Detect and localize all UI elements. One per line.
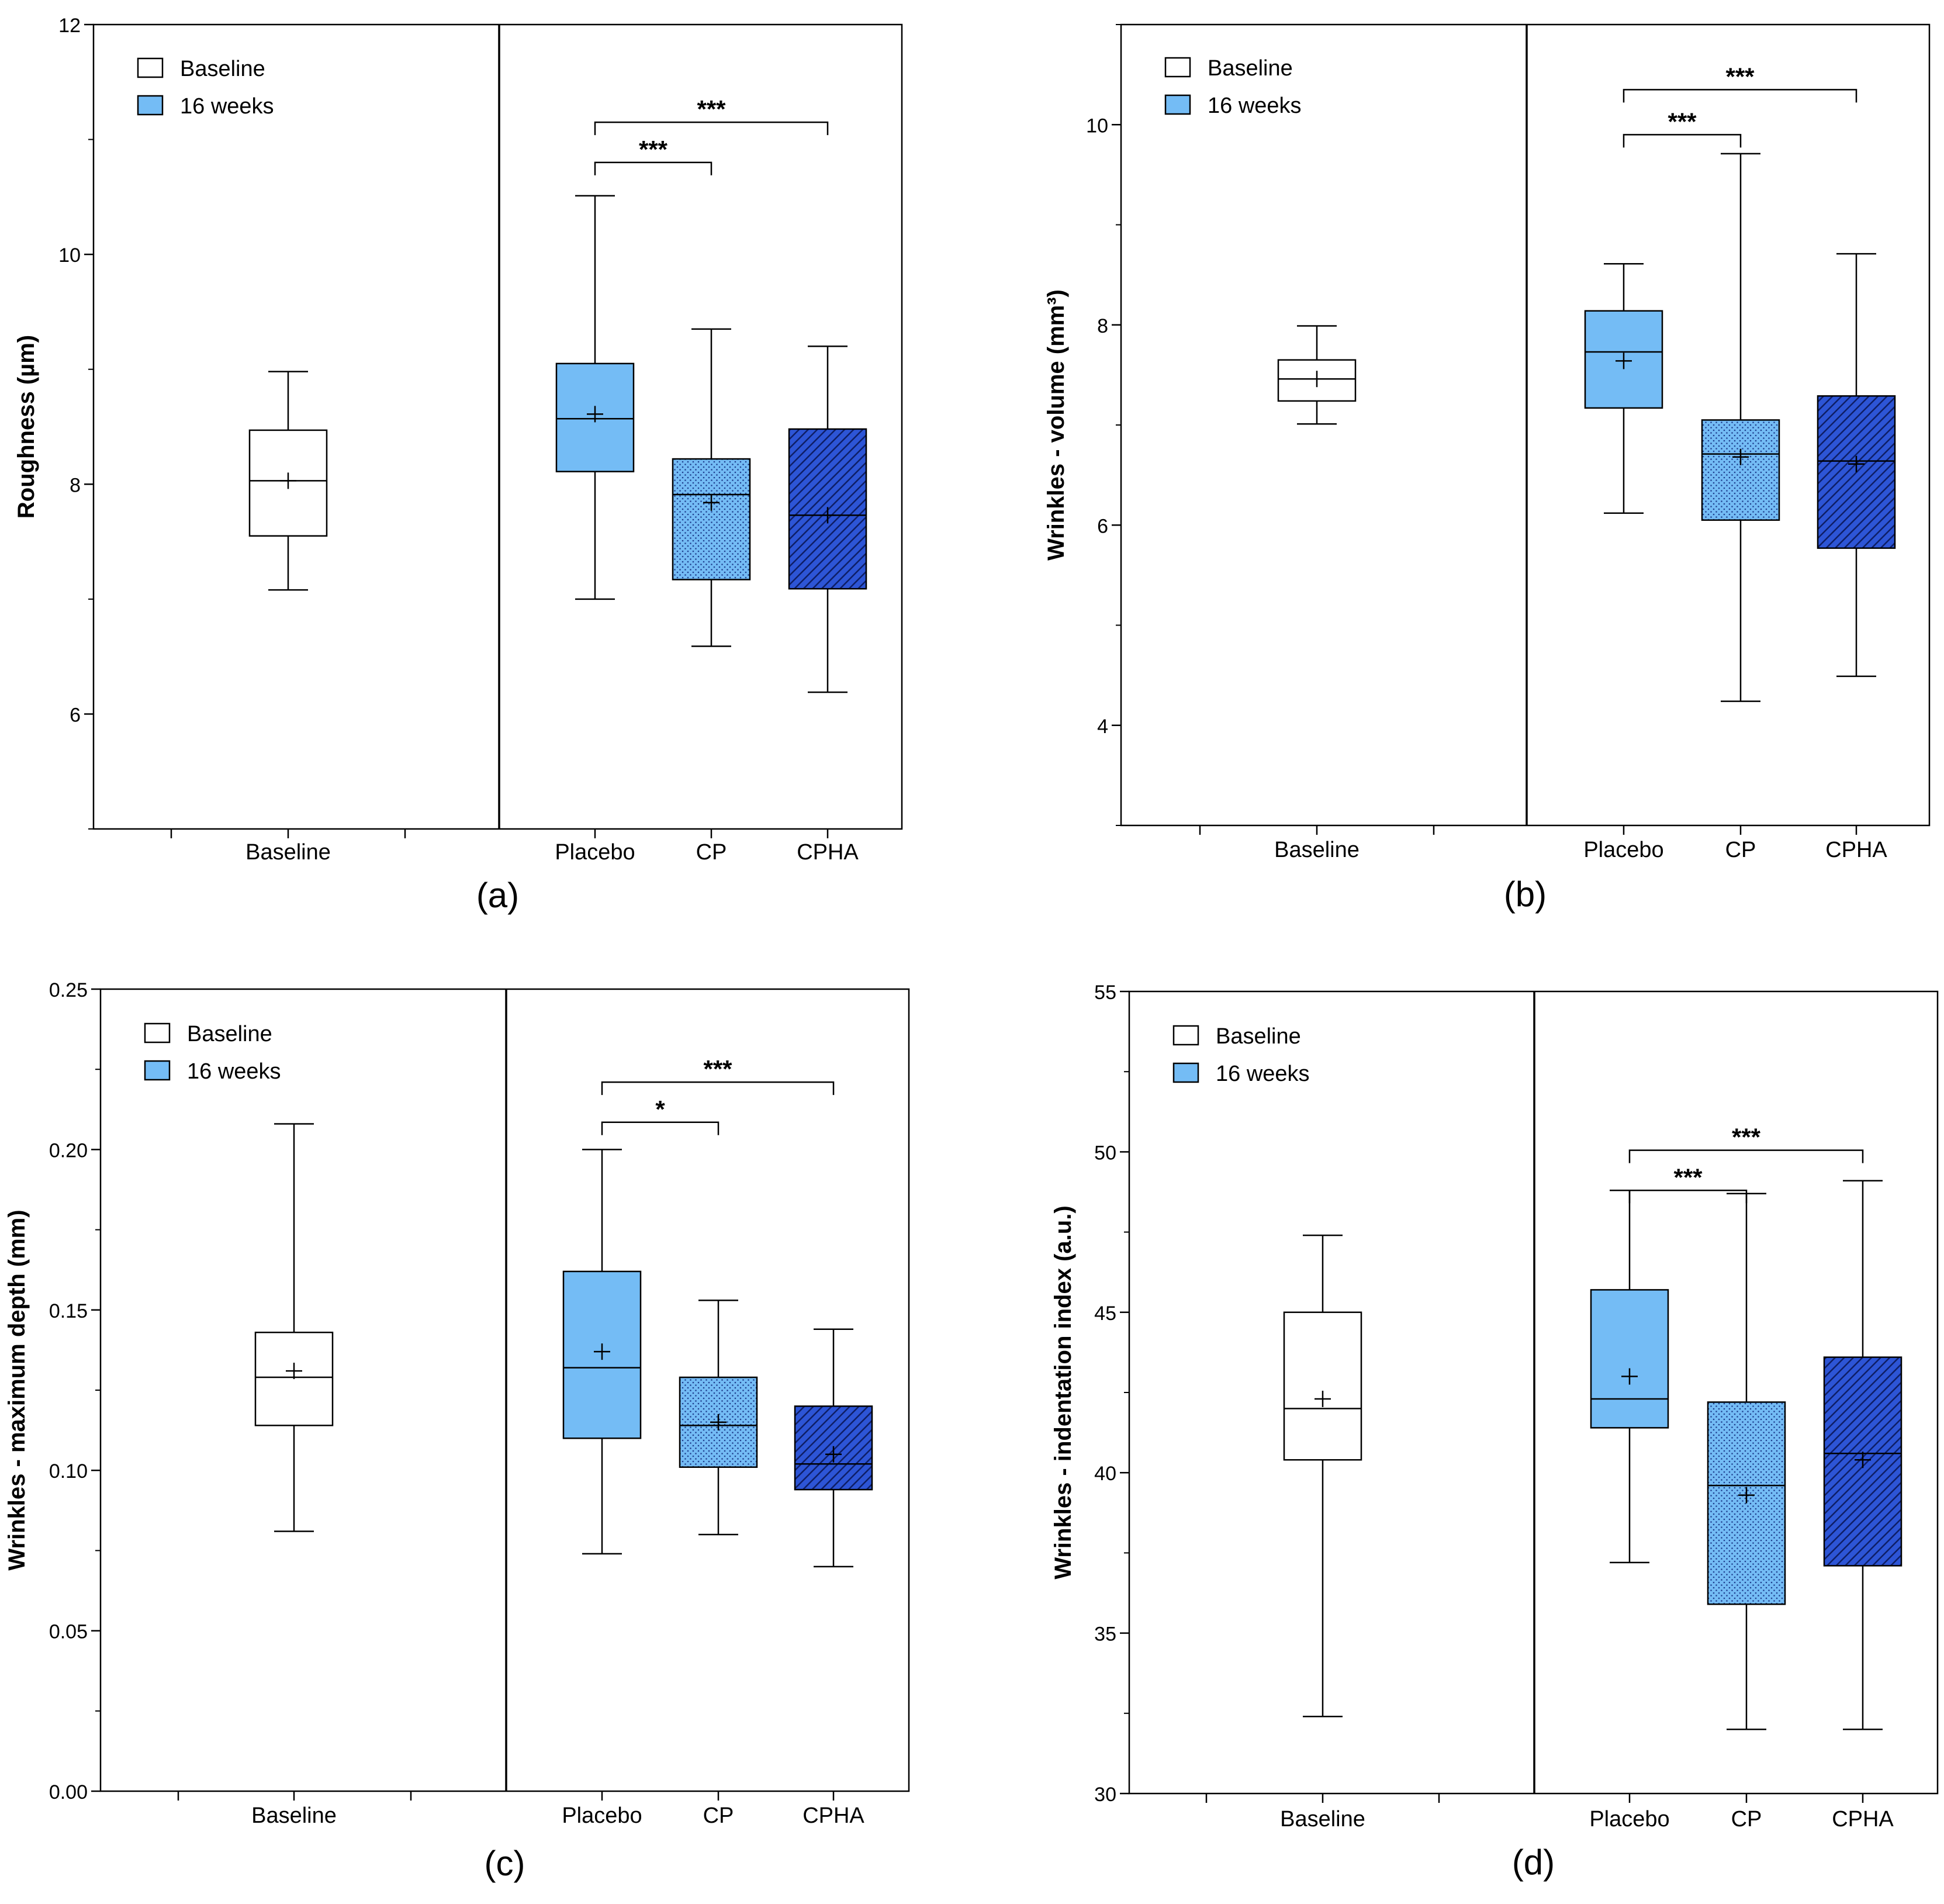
significance-bracket: [1623, 134, 1742, 148]
y-tick-label: 0.05: [49, 1621, 88, 1643]
significance-label: *: [655, 1096, 665, 1123]
y-tick-label: 4: [1097, 716, 1108, 738]
y-tick-label: 10: [58, 244, 81, 267]
chart-panel-a: 6 8 10 12 Baseline Placebo CP CPHA Roughness (µm…: [13, 15, 903, 915]
legend-swatch-16-weeks: [137, 95, 164, 116]
y-tick-label: 8: [1097, 315, 1108, 337]
x-tick-label: CP: [1725, 838, 1756, 862]
significance-bracket: [601, 1121, 720, 1135]
significance-label: ***: [697, 95, 726, 123]
legend-swatch-baseline: [1172, 1025, 1199, 1046]
significance-label: ***: [1673, 1163, 1703, 1191]
chart-panel-b: 4 6 8 10 Baseline Placebo CP CPHA Wrinkles - vol…: [1043, 23, 1931, 914]
significance-label: ***: [639, 136, 668, 163]
legend-swatch-16-weeks: [144, 1060, 171, 1081]
significance-bracket: [1628, 1190, 1748, 1204]
plot-frame: [92, 23, 903, 830]
x-tick-label: CPHA: [802, 1803, 864, 1828]
y-tick-label: 0.20: [49, 1139, 88, 1162]
box-placebo: [1590, 1289, 1669, 1429]
legend-label-baseline: Baseline: [1208, 56, 1293, 81]
chart-panel-d: 30 35 40 45 50 55 Baseline Placebo CP CPHA Wrinkle…: [1050, 982, 1939, 1882]
y-axis-label: Wrinkles - maximum depth (mm): [4, 1210, 30, 1570]
significance-label: ***: [703, 1055, 732, 1083]
legend-label-16-weeks: 16 weeks: [187, 1059, 281, 1084]
box-baseline: [1283, 1311, 1362, 1461]
y-tick-label: 6: [1097, 515, 1108, 537]
significance-label: ***: [1668, 108, 1697, 135]
plot-frame: [99, 988, 910, 1792]
x-tick-label: CP: [703, 1803, 734, 1828]
chart-panel-c: 0.00 0.05 0.10 0.15 0.20 0.25 Baseline Placebo C…: [4, 979, 910, 1883]
x-tick-label: CP: [1731, 1807, 1762, 1832]
y-axis-label: Wrinkles - indentation index (a.u.): [1050, 1205, 1076, 1579]
legend-swatch-baseline: [1164, 57, 1191, 78]
y-tick-label: 45: [1094, 1302, 1116, 1325]
legend-swatch-baseline: [137, 57, 164, 78]
significance-label: ***: [1732, 1124, 1761, 1151]
legend-label-16-weeks: 16 weeks: [1216, 1062, 1310, 1086]
panels-layer: 6 8 10 12 Baseline Placebo CP CPHA Roughness (µm…: [4, 15, 1939, 1883]
y-tick-label: 40: [1094, 1463, 1116, 1485]
y-axis-label: Wrinkles - volume (mm³): [1043, 289, 1069, 561]
panel-label: (d): [1512, 1843, 1555, 1882]
legend-label-16-weeks: 16 weeks: [180, 94, 274, 119]
y-tick-label: 0.00: [49, 1781, 88, 1803]
panel-label: (a): [476, 876, 519, 915]
panel-label: (c): [485, 1844, 525, 1883]
x-tick-label: Baseline: [1274, 838, 1360, 862]
y-axis-label: Roughness (µm): [13, 335, 39, 519]
panel-label: (b): [1504, 875, 1547, 914]
x-tick-label: CPHA: [797, 840, 859, 865]
legend-swatch-baseline: [144, 1022, 171, 1043]
box-cp: [1701, 419, 1780, 521]
y-tick-label: 0.25: [49, 979, 88, 1001]
legend-label-baseline: Baseline: [187, 1022, 272, 1046]
plot-frame: [1120, 23, 1931, 827]
x-tick-label: Baseline: [1280, 1807, 1365, 1832]
y-tick-label: 10: [1086, 115, 1108, 137]
y-tick-label: 0.15: [49, 1300, 88, 1322]
legend-label-16-weeks: 16 weeks: [1208, 94, 1302, 118]
significance-label: ***: [1725, 63, 1755, 90]
x-tick-label: Baseline: [251, 1803, 337, 1828]
y-tick-label: 35: [1094, 1623, 1116, 1646]
significance-bracket: [601, 1081, 835, 1096]
significance-bracket: [594, 161, 712, 175]
significance-bracket: [594, 121, 829, 136]
y-tick-label: 8: [70, 474, 81, 496]
x-tick-label: Placebo: [555, 840, 635, 865]
x-tick-label: Baseline: [245, 840, 331, 865]
y-tick-label: 0.10: [49, 1460, 88, 1483]
y-tick-label: 55: [1094, 982, 1116, 1004]
x-tick-label: CPHA: [1832, 1807, 1894, 1832]
y-tick-label: 12: [58, 15, 81, 37]
box-placebo: [555, 362, 635, 472]
legend-label-baseline: Baseline: [1216, 1024, 1301, 1049]
x-tick-label: Placebo: [1583, 838, 1663, 862]
significance-bracket: [1623, 89, 1857, 103]
y-tick-label: 50: [1094, 1142, 1116, 1164]
x-tick-label: Placebo: [1589, 1807, 1669, 1832]
legend-swatch-16-weeks: [1164, 94, 1191, 115]
legend-label-baseline: Baseline: [180, 57, 265, 81]
x-tick-label: CPHA: [1825, 838, 1887, 862]
box-cp: [672, 458, 751, 580]
x-tick-label: Placebo: [562, 1803, 642, 1828]
legend-swatch-16-weeks: [1172, 1062, 1199, 1083]
x-tick-label: CP: [696, 840, 727, 865]
significance-bracket: [1628, 1149, 1864, 1163]
y-tick-label: 6: [70, 704, 81, 726]
y-tick-label: 30: [1094, 1784, 1116, 1806]
